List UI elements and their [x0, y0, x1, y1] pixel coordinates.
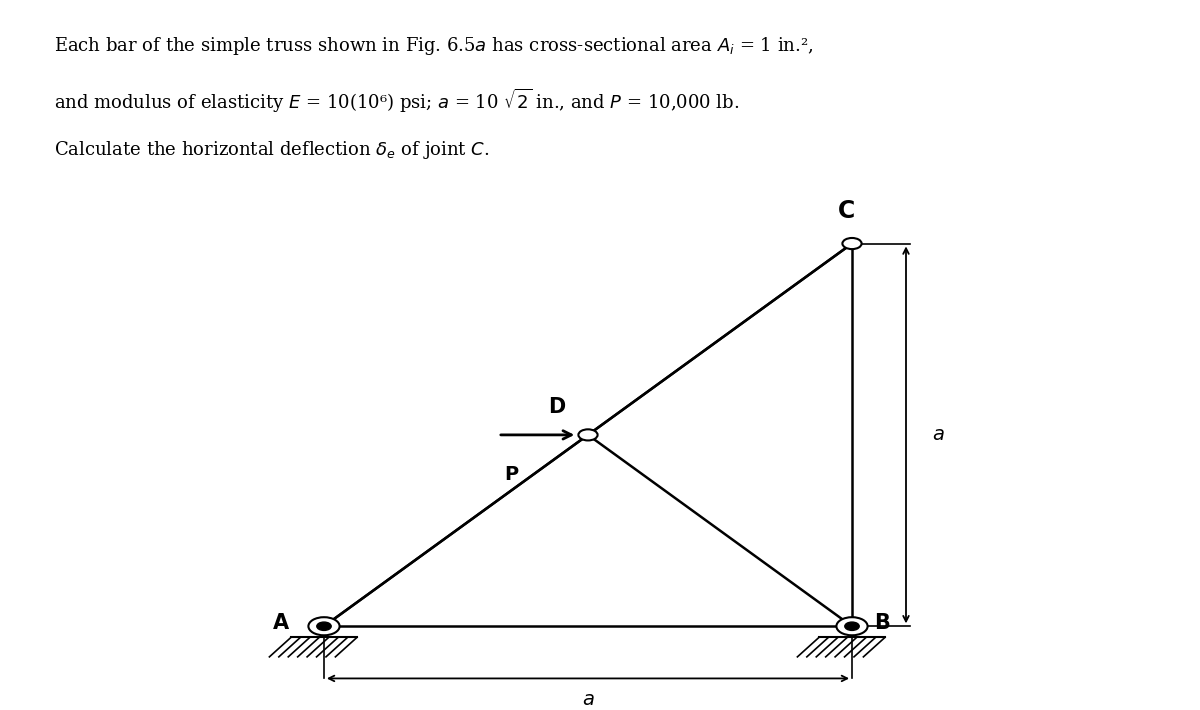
Circle shape: [836, 617, 868, 635]
Text: $\mathbf{B}$: $\mathbf{B}$: [874, 613, 890, 633]
Text: Calculate the horizontal deflection $\delta_e$ of joint $C$.: Calculate the horizontal deflection $\de…: [54, 139, 490, 161]
Circle shape: [845, 622, 859, 630]
Text: Each bar of the simple truss shown in Fig. 6.5$a$ has cross-sectional area $A_i$: Each bar of the simple truss shown in Fi…: [54, 35, 814, 57]
Text: $a$: $a$: [582, 691, 594, 709]
Text: $a$: $a$: [932, 426, 946, 444]
Text: $\mathbf{C}$: $\mathbf{C}$: [838, 199, 854, 223]
Text: $\mathbf{D}$: $\mathbf{D}$: [548, 398, 566, 417]
Circle shape: [842, 238, 862, 249]
Circle shape: [578, 430, 598, 440]
Circle shape: [317, 622, 331, 630]
Text: $\mathbf{A}$: $\mathbf{A}$: [272, 613, 290, 633]
Circle shape: [308, 617, 340, 635]
Text: and modulus of elasticity $E$ = 10(10⁶) psi; $a$ = 10 $\sqrt{2}$ in., and $P$ = : and modulus of elasticity $E$ = 10(10⁶) …: [54, 87, 739, 115]
Text: $\mathbf{P}$: $\mathbf{P}$: [504, 466, 520, 484]
